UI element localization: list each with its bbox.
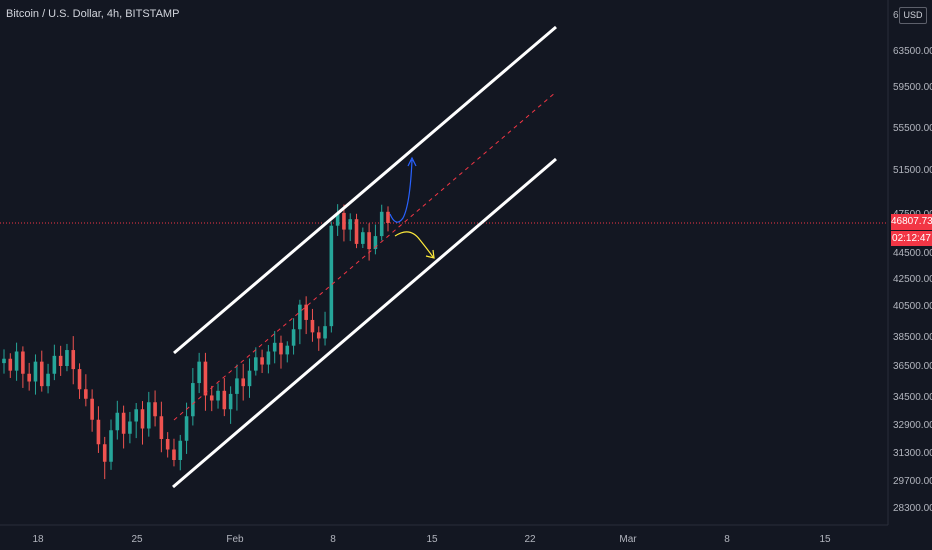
candle-body bbox=[90, 398, 94, 420]
candle-body bbox=[58, 355, 63, 366]
bearish-arrow bbox=[394, 231, 434, 258]
candle-body bbox=[222, 390, 227, 410]
candle-body bbox=[367, 232, 371, 250]
currency-button[interactable]: USD bbox=[899, 7, 927, 24]
candle-body bbox=[228, 393, 233, 410]
candle-body bbox=[348, 219, 353, 230]
time-tick-label: 22 bbox=[524, 534, 536, 545]
candle-body bbox=[342, 212, 346, 230]
price-tick-label: 29700.00 bbox=[893, 476, 932, 487]
candle-body bbox=[153, 402, 157, 417]
candle-body bbox=[203, 361, 208, 396]
candle-body bbox=[121, 412, 126, 434]
price-tick-label: 59500.00 bbox=[893, 82, 932, 93]
candle-body bbox=[386, 211, 390, 223]
candle-body bbox=[291, 329, 296, 346]
candle-body bbox=[96, 419, 101, 445]
bullish-arrow-head bbox=[407, 156, 417, 167]
price-tick-label: 42500.00 bbox=[893, 274, 932, 285]
candle-body bbox=[77, 369, 82, 390]
candle-body bbox=[21, 351, 25, 374]
candle-body bbox=[8, 358, 13, 371]
candle-body bbox=[165, 439, 170, 450]
candle-body bbox=[272, 342, 277, 352]
candle-body bbox=[285, 345, 290, 355]
price-tick-label: 36500.00 bbox=[893, 361, 932, 372]
time-tick-label: 18 bbox=[32, 534, 44, 545]
candle-body bbox=[46, 373, 50, 387]
candle-body bbox=[115, 412, 120, 431]
candle-body bbox=[84, 389, 88, 399]
candle-body bbox=[304, 304, 308, 320]
price-tick-label: 38500.00 bbox=[893, 332, 932, 343]
candle-body bbox=[247, 370, 252, 387]
time-tick-label: 25 bbox=[131, 534, 143, 545]
candle-body bbox=[329, 225, 334, 327]
current-price-label: 46807.73 bbox=[891, 214, 932, 230]
candle-body bbox=[379, 211, 384, 237]
candle-body bbox=[184, 416, 189, 441]
price-tick-label: 40500.00 bbox=[893, 301, 932, 312]
candle-body bbox=[71, 350, 76, 370]
symbol-title: Bitcoin / U.S. Dollar, 4h, BITSTAMP bbox=[6, 8, 180, 20]
bearish-arrow-head bbox=[425, 249, 435, 259]
price-tick-label: 28300.00 bbox=[893, 503, 932, 514]
price-tick-label: 31300.00 bbox=[893, 448, 932, 459]
candle-body bbox=[172, 449, 176, 460]
candle-body bbox=[146, 402, 151, 429]
candle-body bbox=[316, 332, 321, 339]
time-tick-label: 8 bbox=[724, 534, 730, 545]
candle-body bbox=[298, 304, 302, 330]
bullish-arrow bbox=[389, 159, 413, 223]
candle-body bbox=[209, 395, 214, 401]
price-tick-label: 44500.00 bbox=[893, 248, 932, 259]
candle-body bbox=[2, 358, 6, 364]
candle-body bbox=[109, 430, 113, 462]
candle-body bbox=[14, 351, 19, 371]
candle-body bbox=[260, 357, 264, 365]
candle-body bbox=[39, 361, 44, 387]
price-tick-label: 55500.00 bbox=[893, 123, 932, 134]
time-tick-label: Feb bbox=[226, 534, 244, 545]
candle-body bbox=[102, 444, 107, 462]
candle-body bbox=[310, 319, 315, 333]
channel-lower-line bbox=[172, 157, 557, 489]
price-tick-label: 32900.00 bbox=[893, 420, 932, 431]
candle-body bbox=[159, 416, 164, 439]
price-tick-label: 63500.00 bbox=[893, 46, 932, 57]
candle-body bbox=[134, 409, 138, 422]
channel-midline bbox=[173, 91, 557, 421]
candle-body bbox=[323, 326, 327, 339]
candle-body bbox=[128, 421, 132, 434]
candle-body bbox=[27, 373, 31, 382]
candle-body bbox=[140, 409, 145, 429]
candle-body bbox=[33, 361, 38, 382]
channel-upper-line bbox=[173, 25, 557, 355]
candle-body bbox=[191, 383, 195, 417]
price-tick-label: 34500.00 bbox=[893, 392, 932, 403]
price-tick-label: 6 bbox=[893, 10, 899, 21]
candle-body bbox=[197, 361, 201, 384]
candle-body bbox=[266, 351, 271, 365]
time-tick-label: 15 bbox=[819, 534, 831, 545]
time-tick-label: 15 bbox=[426, 534, 438, 545]
candle-body bbox=[52, 355, 57, 374]
candle-body bbox=[65, 350, 69, 366]
time-tick-label: Mar bbox=[619, 534, 637, 545]
bar-countdown-label: 02:12:47 bbox=[891, 231, 932, 246]
price-tick-label: 51500.00 bbox=[893, 165, 932, 176]
candle-body bbox=[254, 357, 258, 371]
candle-body bbox=[216, 390, 220, 401]
candle-body bbox=[279, 342, 283, 355]
candle-body bbox=[335, 212, 340, 226]
time-tick-label: 8 bbox=[330, 534, 336, 545]
candle-body bbox=[178, 440, 183, 460]
candle-body bbox=[241, 378, 246, 387]
candle-body bbox=[235, 378, 239, 394]
candle-body bbox=[361, 232, 365, 244]
candle-body bbox=[373, 236, 378, 250]
candle-body bbox=[354, 219, 359, 244]
